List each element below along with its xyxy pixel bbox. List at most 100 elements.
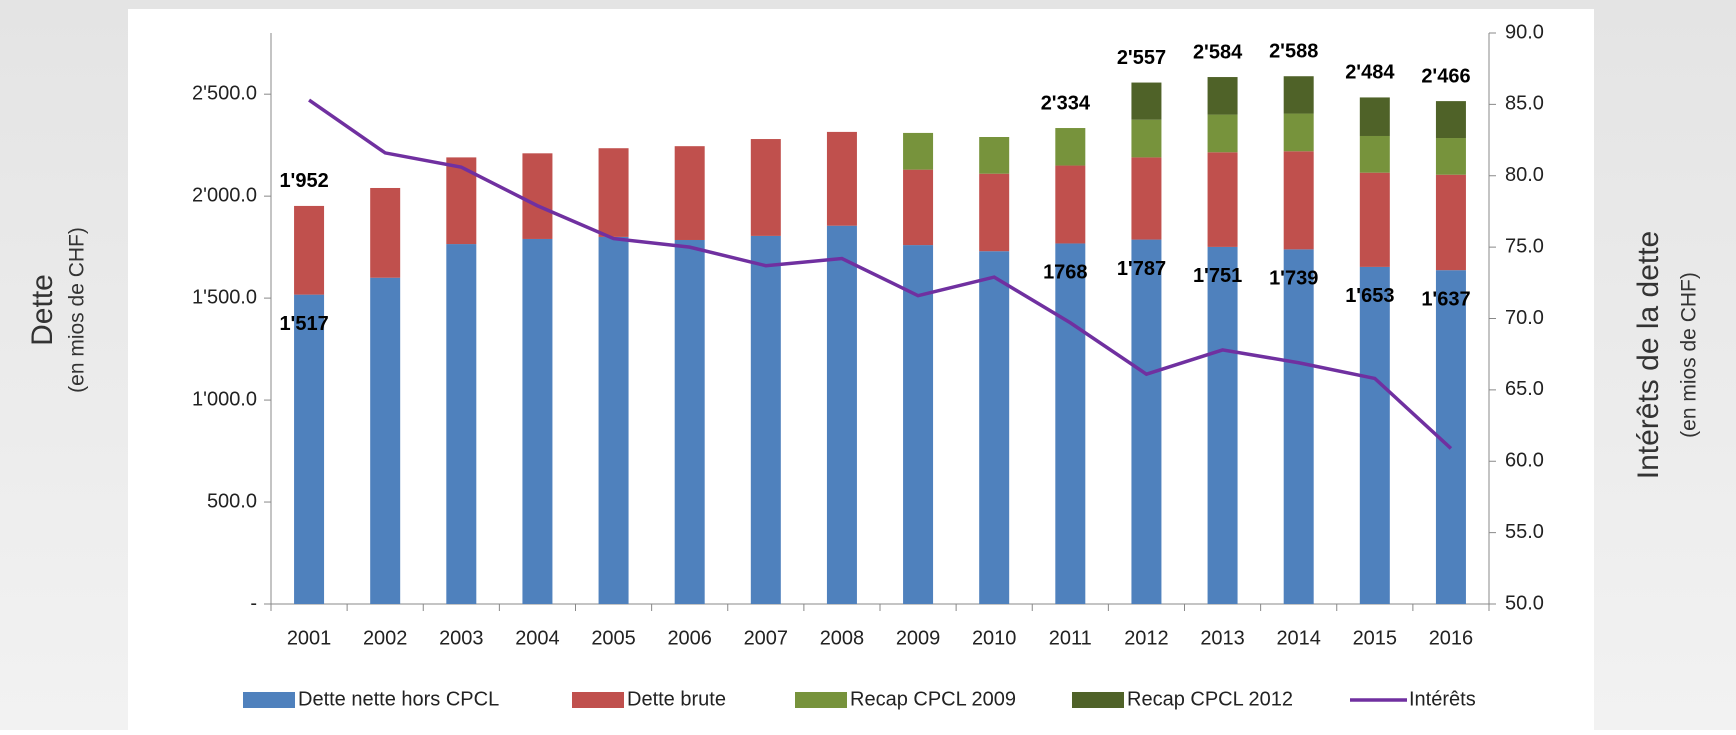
- y-tick-label: -: [250, 592, 257, 614]
- x-tick-label: 2005: [591, 627, 636, 649]
- x-tick-label: 2007: [744, 627, 789, 649]
- data-label: 1'517: [279, 313, 328, 335]
- bar-segment: [1359, 266, 1390, 604]
- bar-segment: [1435, 101, 1466, 139]
- bar-segment: [1435, 174, 1466, 271]
- bar-segment: [1207, 114, 1238, 153]
- legend-swatch: [572, 692, 624, 708]
- bar-segment: [1283, 151, 1314, 250]
- y2-tick-label: 80.0: [1505, 164, 1544, 186]
- bar-segment: [1435, 138, 1466, 175]
- bar-segment: [1283, 76, 1314, 114]
- x-tick-label: 2013: [1200, 627, 1245, 649]
- y-tick-label: 2'000.0: [192, 184, 257, 206]
- bar-segment: [1359, 135, 1390, 173]
- y2-tick-label: 75.0: [1505, 235, 1544, 257]
- bar-segment: [1207, 152, 1238, 247]
- data-label: 1768: [1043, 262, 1088, 284]
- x-tick-label: 2002: [363, 627, 408, 649]
- y2-tick-label: 50.0: [1505, 592, 1544, 614]
- bar-segment: [446, 157, 477, 245]
- bar-segment: [903, 245, 934, 605]
- x-tick-label: 2015: [1353, 627, 1398, 649]
- bar-segment: [294, 205, 325, 295]
- y2-tick-label: 55.0: [1505, 521, 1544, 543]
- data-label: 1'653: [1345, 285, 1394, 307]
- total-label: 2'334: [1041, 92, 1091, 114]
- line-series: [308, 98, 1453, 450]
- bar-segment: [1055, 128, 1086, 166]
- bar-segment: [1131, 82, 1162, 120]
- x-tick-label: 2009: [896, 627, 941, 649]
- bar-segment: [1283, 113, 1314, 152]
- bar-segment: [674, 239, 705, 605]
- bar-segment: [750, 139, 781, 236]
- bar-segment: [598, 148, 629, 237]
- y-axis-subtitle: (en mios de CHF): [66, 227, 89, 393]
- x-tick-label: 2012: [1124, 627, 1169, 649]
- data-label: 1'787: [1117, 258, 1166, 280]
- total-label: 2'557: [1117, 47, 1166, 69]
- bar-segment: [979, 137, 1010, 174]
- bar-segment: [370, 277, 401, 604]
- bar-segment: [1283, 249, 1314, 604]
- y-axis-title: Dette: [26, 274, 59, 346]
- x-tick-label: 2008: [820, 627, 865, 649]
- bar-segment: [1359, 172, 1390, 267]
- data-label: 1'739: [1269, 268, 1318, 290]
- bar-segment: [1055, 165, 1086, 244]
- bar-segment: [674, 146, 705, 240]
- x-tick-label: 2003: [439, 627, 484, 649]
- legend-swatch: [243, 692, 295, 708]
- legend-swatch: [1072, 692, 1124, 708]
- bar-segment: [522, 153, 553, 239]
- y2-tick-label: 60.0: [1505, 450, 1544, 472]
- y2-tick-label: 70.0: [1505, 307, 1544, 329]
- bar-segment: [750, 235, 781, 604]
- bar-segment: [1131, 119, 1162, 158]
- x-tick-label: 2010: [972, 627, 1017, 649]
- y2-tick-label: 85.0: [1505, 93, 1544, 115]
- bar-segment: [903, 132, 934, 170]
- bar-segment: [903, 169, 934, 246]
- y2-tick-label: 65.0: [1505, 378, 1544, 400]
- bar-segment: [1055, 243, 1086, 604]
- bar-segment: [1131, 157, 1162, 240]
- total-label: 1'952: [279, 170, 328, 192]
- legend-label: Dette brute: [627, 688, 726, 710]
- bar-segment: [294, 294, 325, 604]
- bar-segment: [522, 238, 553, 605]
- total-label: 2'466: [1421, 65, 1470, 87]
- y-tick-label: 500.0: [207, 490, 257, 512]
- bar-segment: [979, 251, 1010, 605]
- x-tick-label: 2016: [1429, 627, 1474, 649]
- bar-segment: [370, 187, 401, 278]
- legend-label: Recap CPCL 2012: [1127, 688, 1293, 710]
- bar-segment: [979, 173, 1010, 252]
- y2-axis-subtitle: (en mios de CHF): [1678, 272, 1701, 438]
- y2-tick-label: 90.0: [1505, 21, 1544, 43]
- bar-segment: [1131, 239, 1162, 604]
- data-label: 1'637: [1421, 288, 1470, 310]
- total-label: 2'584: [1193, 41, 1243, 63]
- x-tick-label: 2011: [1049, 627, 1092, 649]
- bar-segment: [826, 225, 857, 604]
- y-tick-label: 1'000.0: [192, 388, 257, 410]
- bar-segment: [826, 131, 857, 226]
- bar-segment: [1359, 97, 1390, 136]
- bar-segment: [1207, 77, 1238, 115]
- y-tick-label: 2'500.0: [192, 82, 257, 104]
- bar-segment: [598, 236, 629, 604]
- total-label: 2'484: [1345, 62, 1395, 84]
- y-tick-label: 1'500.0: [192, 286, 257, 308]
- legend-swatch: [795, 692, 847, 708]
- total-label: 2'588: [1269, 41, 1318, 63]
- bar-segment: [1207, 246, 1238, 604]
- legend-label: Dette nette hors CPCL: [298, 688, 499, 710]
- y2-axis-title: Intérêts de la dette: [1632, 231, 1665, 480]
- x-tick-label: 2014: [1276, 627, 1321, 649]
- legend-label: Recap CPCL 2009: [850, 688, 1016, 710]
- x-tick-label: 2001: [287, 627, 332, 649]
- legend-label: Intérêts: [1409, 688, 1476, 710]
